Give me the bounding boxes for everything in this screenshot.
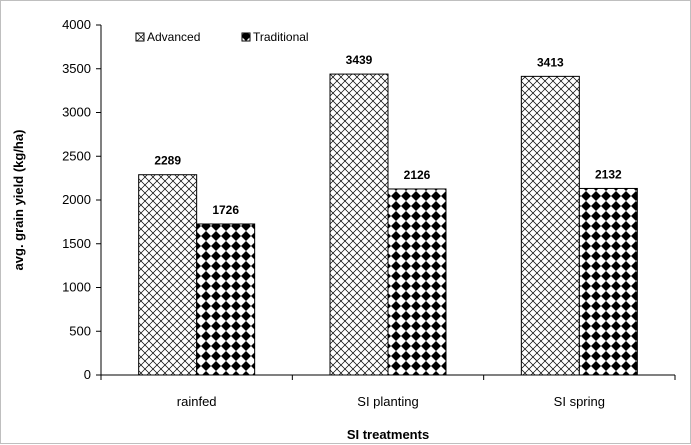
- y-tick-label: 2000: [62, 192, 91, 207]
- y-tick-label: 0: [84, 367, 91, 382]
- y-tick-label: 500: [69, 323, 91, 338]
- x-ticks: rainfed SI planting SI spring: [100, 375, 676, 409]
- data-label: 2289: [154, 154, 181, 168]
- legend-swatch-advanced: [135, 32, 145, 42]
- bar-advanced-si-spring: [520, 75, 580, 376]
- y-tick-label: 1000: [62, 280, 91, 295]
- y-tick-label: 1500: [62, 236, 91, 251]
- data-label: 1726: [212, 203, 239, 217]
- x-category-label: SI planting: [357, 394, 418, 409]
- legend-label-traditional: Traditional: [253, 30, 309, 44]
- y-tick-label: 2500: [62, 148, 91, 163]
- bar-traditional-rainfed: [196, 223, 256, 376]
- data-label: 3413: [537, 55, 564, 69]
- data-label: 2132: [595, 167, 622, 181]
- data-labels: 2289 1726 3439 2126 3413 2132: [154, 53, 622, 217]
- bar-advanced-rainfed: [138, 174, 198, 376]
- bar-advanced-si-planting: [329, 73, 389, 376]
- legend-label-advanced: Advanced: [147, 30, 200, 44]
- legend: Advanced Traditional: [135, 30, 309, 44]
- bar-traditional-si-planting: [387, 188, 447, 376]
- bars: [138, 73, 638, 376]
- y-tick-label: 3000: [62, 105, 91, 120]
- bar-traditional-si-spring: [578, 187, 638, 376]
- y-ticks: 0 500 1000 1500 2000 2500 3000 3500 4000: [62, 17, 101, 382]
- y-tick-label: 4000: [62, 17, 91, 32]
- x-axis-title: SI treatments: [347, 427, 429, 442]
- legend-swatch-traditional: [241, 32, 251, 42]
- y-axis-title: avg. grain yield (kg/ha): [11, 130, 26, 271]
- data-label: 3439: [346, 53, 373, 67]
- data-label: 2126: [404, 168, 431, 182]
- x-category-label: rainfed: [177, 394, 217, 409]
- x-category-label: SI spring: [554, 394, 605, 409]
- y-tick-label: 3500: [62, 61, 91, 76]
